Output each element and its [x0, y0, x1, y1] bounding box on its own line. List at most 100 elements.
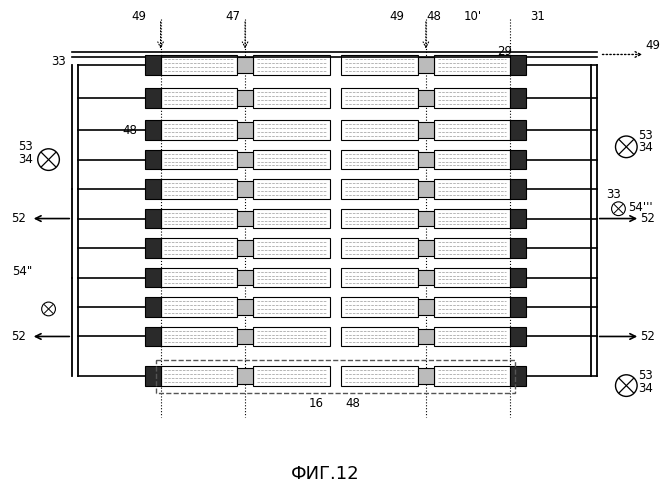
Text: 53: 53 [638, 370, 653, 382]
Bar [341, 150, 418, 170]
Text: 49: 49 [389, 10, 404, 22]
Bar [341, 268, 418, 287]
Text: 16: 16 [308, 398, 323, 410]
Bar [418, 368, 434, 384]
Bar [253, 88, 330, 108]
Bar [145, 88, 161, 108]
Bar [161, 150, 237, 170]
Bar [161, 56, 237, 75]
Bar [145, 238, 161, 258]
Text: 53: 53 [638, 128, 653, 141]
Bar [161, 88, 237, 108]
Bar [253, 150, 330, 170]
Bar [418, 328, 434, 344]
Bar [341, 297, 418, 317]
Text: 31: 31 [530, 10, 545, 22]
Bar [510, 208, 526, 229]
Bar [510, 88, 526, 108]
Bar [434, 297, 510, 317]
Bar [155, 360, 516, 394]
Bar [341, 326, 418, 346]
Text: 54": 54" [13, 265, 33, 278]
Bar [161, 326, 237, 346]
Bar [145, 150, 161, 170]
Bar [510, 268, 526, 287]
Bar [161, 268, 237, 287]
Bar [161, 238, 237, 258]
Text: 34: 34 [638, 142, 653, 154]
Bar [418, 210, 434, 226]
Bar [418, 152, 434, 168]
Bar [418, 240, 434, 256]
Bar [253, 297, 330, 317]
Text: 49: 49 [645, 39, 660, 52]
Bar [237, 90, 253, 106]
Bar [510, 56, 526, 75]
Text: 52: 52 [640, 212, 655, 225]
Bar [161, 297, 237, 317]
Text: 53: 53 [18, 140, 33, 153]
Bar [237, 152, 253, 168]
Text: ФИГ.12: ФИГ.12 [292, 465, 360, 483]
Bar [341, 238, 418, 258]
Bar [161, 120, 237, 140]
Bar [434, 150, 510, 170]
Bar [434, 208, 510, 229]
Bar [237, 58, 253, 73]
Bar [237, 210, 253, 226]
Text: 54''': 54''' [629, 201, 653, 214]
Bar [510, 238, 526, 258]
Bar [341, 208, 418, 229]
Bar [253, 326, 330, 346]
Bar [434, 268, 510, 287]
Text: 52: 52 [11, 212, 26, 225]
Bar [434, 366, 510, 386]
Bar [510, 326, 526, 346]
Bar [418, 181, 434, 197]
Bar [434, 326, 510, 346]
Bar [434, 120, 510, 140]
Bar [341, 88, 418, 108]
Bar [341, 120, 418, 140]
Text: 34: 34 [638, 382, 653, 395]
Bar [510, 180, 526, 199]
Text: 29: 29 [497, 45, 512, 58]
Bar [418, 122, 434, 138]
Bar [145, 120, 161, 140]
Bar [253, 56, 330, 75]
Bar [510, 297, 526, 317]
Text: 49: 49 [132, 10, 147, 22]
Bar [434, 56, 510, 75]
Bar [253, 238, 330, 258]
Text: 48: 48 [346, 398, 361, 410]
Bar [418, 58, 434, 73]
Text: 33: 33 [52, 55, 66, 68]
Bar [434, 238, 510, 258]
Bar [253, 366, 330, 386]
Bar [253, 268, 330, 287]
Bar [237, 270, 253, 285]
Bar [418, 299, 434, 315]
Bar [434, 180, 510, 199]
Text: 34: 34 [18, 153, 33, 166]
Bar [341, 366, 418, 386]
Bar [341, 56, 418, 75]
Bar [341, 180, 418, 199]
Text: 52: 52 [640, 330, 655, 343]
Bar [510, 120, 526, 140]
Bar [145, 208, 161, 229]
Bar [253, 120, 330, 140]
Text: 52: 52 [11, 330, 26, 343]
Bar [145, 326, 161, 346]
Bar [145, 366, 161, 386]
Bar [418, 270, 434, 285]
Bar [237, 328, 253, 344]
Bar [161, 366, 237, 386]
Bar [237, 122, 253, 138]
Bar [237, 368, 253, 384]
Bar [510, 366, 526, 386]
Bar [145, 297, 161, 317]
Text: 48: 48 [122, 124, 137, 136]
Bar [161, 180, 237, 199]
Bar [237, 181, 253, 197]
